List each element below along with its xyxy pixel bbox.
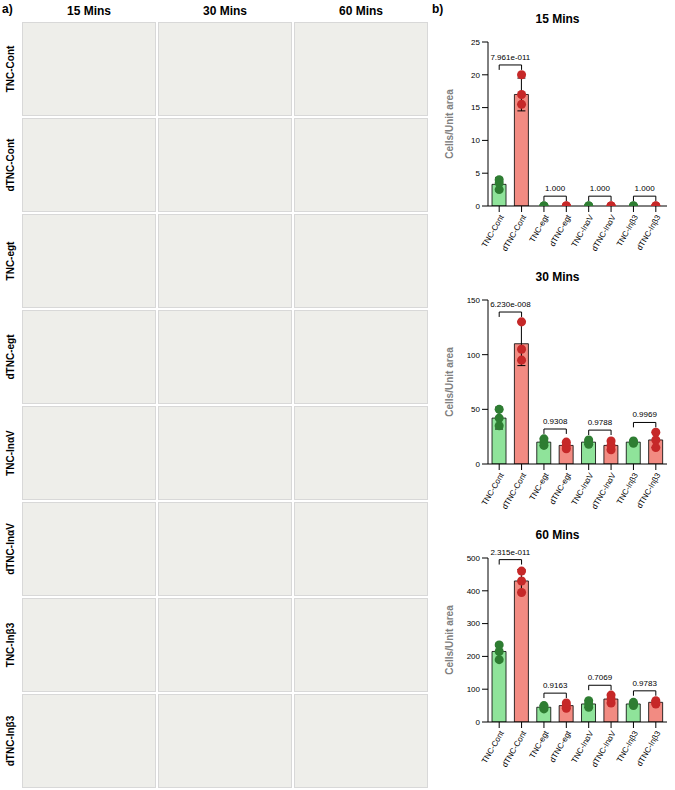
- svg-text:dTNC-Cont: dTNC-Cont: [500, 471, 528, 511]
- svg-text:TNC-Cont: TNC-Cont: [480, 729, 506, 765]
- svg-text:TNC-Inβ3: TNC-Inβ3: [615, 213, 640, 248]
- html-text:TNC-egt: TNC-egt: [4, 241, 16, 281]
- svg-text:dTNC-Cont: dTNC-Cont: [500, 213, 528, 253]
- svg-text:TNC-egt: TNC-egt: [528, 729, 551, 760]
- svg-text:TNC-InαV: TNC-InαV: [569, 213, 596, 249]
- svg-text:7.961e-011: 7.961e-011: [490, 53, 530, 62]
- svg-text:dTNC-egt: dTNC-egt: [547, 729, 573, 764]
- svg-text:0.9308: 0.9308: [543, 417, 568, 426]
- html-text:60 Mins: 60 Mins: [339, 4, 383, 18]
- svg-text:5: 5: [476, 169, 481, 178]
- html-text:TNC-InαV: TNC-InαV: [4, 430, 16, 476]
- svg-text:1.000: 1.000: [590, 184, 611, 193]
- svg-text:2.315e-011: 2.315e-011: [490, 548, 530, 557]
- svg-text:dTNC-InαV: dTNC-InαV: [590, 213, 618, 253]
- svg-text:0.7069: 0.7069: [588, 673, 613, 682]
- svg-text:100: 100: [467, 685, 481, 694]
- svg-text:dTNC-Inβ3: dTNC-Inβ3: [635, 729, 663, 768]
- svg-text:500: 500: [467, 554, 481, 563]
- svg-text:400: 400: [467, 587, 481, 596]
- svg-text:0: 0: [476, 202, 481, 211]
- svg-text:TNC-Cont: TNC-Cont: [480, 213, 506, 249]
- html-text:dTNC-egt: dTNC-egt: [4, 334, 16, 380]
- html-text:30 Mins: 30 Mins: [535, 270, 580, 284]
- svg-text:0: 0: [476, 718, 481, 727]
- svg-text:50: 50: [471, 405, 480, 414]
- svg-text:0.9969: 0.9969: [632, 410, 657, 419]
- svg-text:dTNC-Inβ3: dTNC-Inβ3: [635, 471, 663, 510]
- svg-text:TNC-Cont: TNC-Cont: [480, 471, 506, 507]
- svg-text:Cells/Unit area: Cells/Unit area: [444, 89, 455, 159]
- svg-text:TNC-egt: TNC-egt: [528, 471, 551, 502]
- svg-text:300: 300: [467, 619, 481, 628]
- svg-text:TNC-Inβ3: TNC-Inβ3: [615, 729, 640, 764]
- svg-text:TNC-Inβ3: TNC-Inβ3: [615, 471, 640, 506]
- html-text:dTNC-Inβ3: dTNC-Inβ3: [4, 715, 16, 767]
- svg-text:200: 200: [467, 652, 481, 661]
- svg-text:TNC-InαV: TNC-InαV: [569, 729, 596, 765]
- html-text:60 Mins: 60 Mins: [535, 528, 580, 542]
- svg-text:0: 0: [476, 460, 481, 469]
- html-text:15 Mins: 15 Mins: [67, 4, 111, 18]
- svg-text:6.230e-008: 6.230e-008: [490, 300, 531, 309]
- html-text:TNC-Inβ3: TNC-Inβ3: [4, 622, 16, 668]
- html-text:a): a): [2, 2, 13, 16]
- svg-text:25: 25: [471, 38, 480, 47]
- svg-text:dTNC-InαV: dTNC-InαV: [590, 729, 618, 769]
- html-text:TNC-Cont: TNC-Cont: [4, 45, 16, 93]
- svg-text:dTNC-InαV: dTNC-InαV: [590, 471, 618, 511]
- svg-text:TNC-egt: TNC-egt: [528, 213, 551, 244]
- svg-text:Cells/Unit area: Cells/Unit area: [444, 605, 455, 675]
- svg-text:100: 100: [467, 351, 481, 360]
- svg-text:15: 15: [471, 103, 480, 112]
- html-text:dTNC-Cont: dTNC-Cont: [4, 138, 16, 192]
- svg-text:10: 10: [471, 136, 480, 145]
- svg-text:dTNC-egt: dTNC-egt: [547, 471, 573, 506]
- svg-text:dTNC-Cont: dTNC-Cont: [500, 729, 528, 769]
- svg-text:0.9783: 0.9783: [632, 679, 657, 688]
- svg-text:0.9788: 0.9788: [588, 418, 613, 427]
- svg-text:1.000: 1.000: [545, 184, 566, 193]
- svg-text:1.000: 1.000: [635, 184, 656, 193]
- svg-text:Cells/Unit area: Cells/Unit area: [444, 347, 455, 417]
- svg-text:dTNC-Inβ3: dTNC-Inβ3: [635, 213, 663, 252]
- html-text:dTNC-InαV: dTNC-InαV: [4, 523, 16, 575]
- html-text:30 Mins: 30 Mins: [203, 4, 247, 18]
- html-text:b): b): [432, 2, 444, 16]
- svg-text:150: 150: [467, 296, 481, 305]
- svg-text:TNC-InαV: TNC-InαV: [569, 471, 596, 507]
- svg-text:dTNC-egt: dTNC-egt: [547, 213, 573, 248]
- svg-text:0.9163: 0.9163: [543, 681, 568, 690]
- html-text:15 Mins: 15 Mins: [535, 12, 580, 26]
- svg-text:20: 20: [471, 71, 480, 80]
